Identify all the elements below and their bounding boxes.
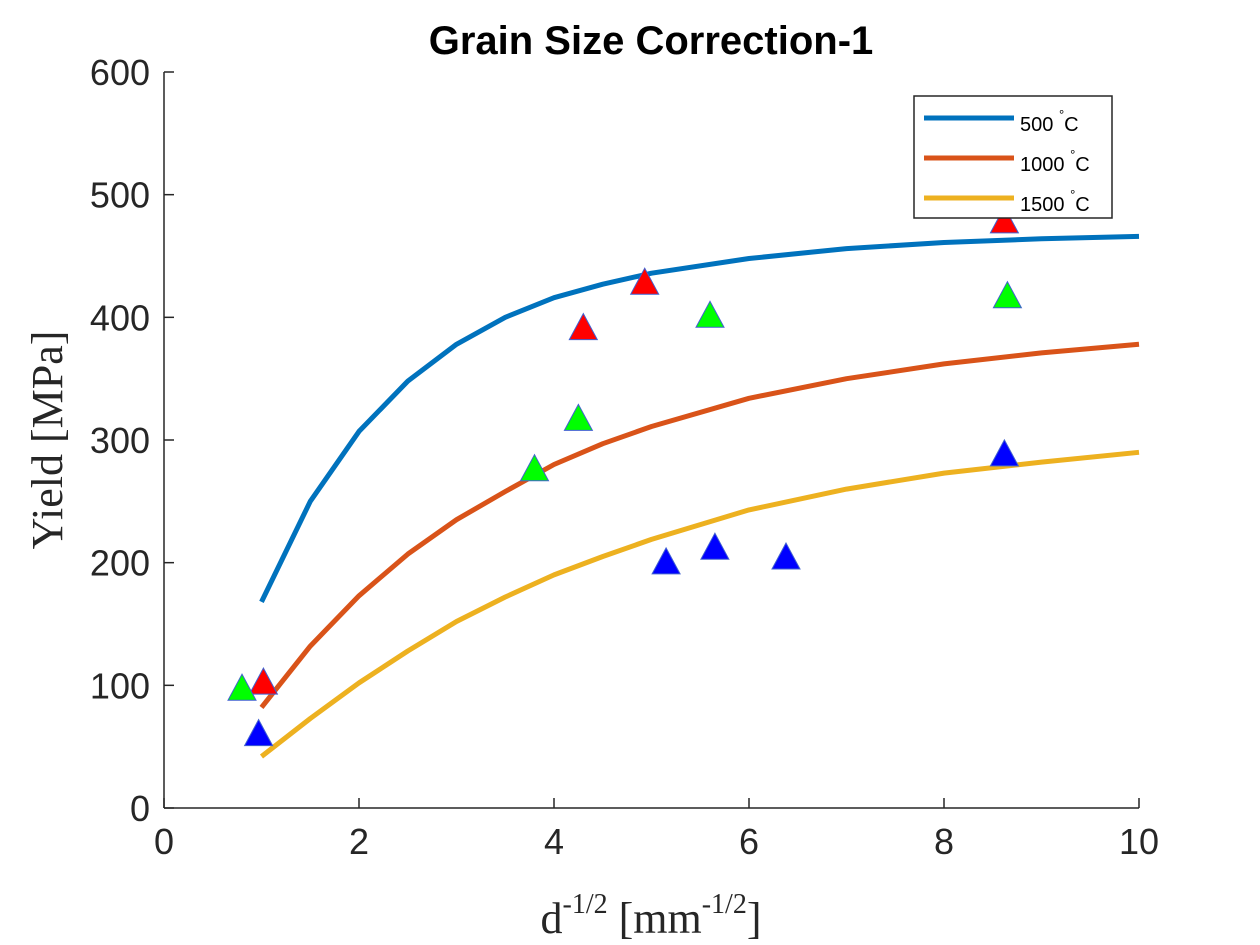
legend-entry-1500: 1500 °C (1020, 187, 1090, 216)
triangle-marker (629, 267, 660, 295)
triangle-marker (568, 312, 599, 341)
triangle-marker (992, 280, 1023, 309)
triangle-marker (989, 205, 1020, 234)
fit-curves (259, 233, 1140, 759)
x-label-base: d (541, 894, 563, 943)
triangle-marker (519, 453, 550, 482)
triangle-marker (248, 667, 279, 695)
y-axis-label: Yield [MPa] (23, 331, 72, 550)
y-tick-label: 600 (90, 52, 150, 93)
triangle-marker (771, 541, 801, 570)
x-tick-label: 2 (349, 821, 369, 862)
triangle-marker (695, 300, 725, 328)
y-tick-label: 500 (90, 175, 150, 216)
data-markers (227, 205, 1023, 747)
y-tick-label: 200 (90, 543, 150, 584)
x-label-bracket: [mm (608, 894, 702, 943)
y-tick-label: 300 (90, 420, 150, 461)
x-tick-label: 0 (154, 821, 174, 862)
curve-1500 (259, 449, 1140, 759)
legend-entry-1000: 1000 °C (1020, 147, 1090, 176)
x-label-bracket-sup: -1/2 (702, 889, 747, 920)
x-tick-label: 8 (934, 821, 954, 862)
x-tick-label: 6 (739, 821, 759, 862)
triangle-marker (651, 546, 681, 575)
y-tick-label: 0 (130, 788, 150, 829)
triangle-marker (243, 718, 274, 747)
triangle-marker (563, 403, 594, 431)
legend-entry-500: 500 °C (1020, 107, 1079, 136)
x-tick-label: 4 (544, 821, 564, 862)
legend: 500 °C 1000 °C 1500 °C (913, 95, 1113, 219)
triangle-marker (227, 673, 257, 701)
x-axis-label: d-1/2 [mm-1/2] (541, 889, 762, 943)
triangle-marker (700, 532, 730, 560)
axes (163, 71, 1140, 809)
x-label-sup: -1/2 (563, 889, 608, 920)
triangle-marker (989, 438, 1020, 467)
curve-1000 (259, 341, 1140, 709)
y-tick-label: 400 (90, 297, 150, 338)
curve-500 (259, 233, 1140, 603)
x-tick-label: 10 (1119, 821, 1159, 862)
x-label-bracket-close: ] (747, 894, 762, 943)
chart-title: Grain Size Correction-1 (429, 19, 874, 63)
y-tick-label: 100 (90, 665, 150, 706)
